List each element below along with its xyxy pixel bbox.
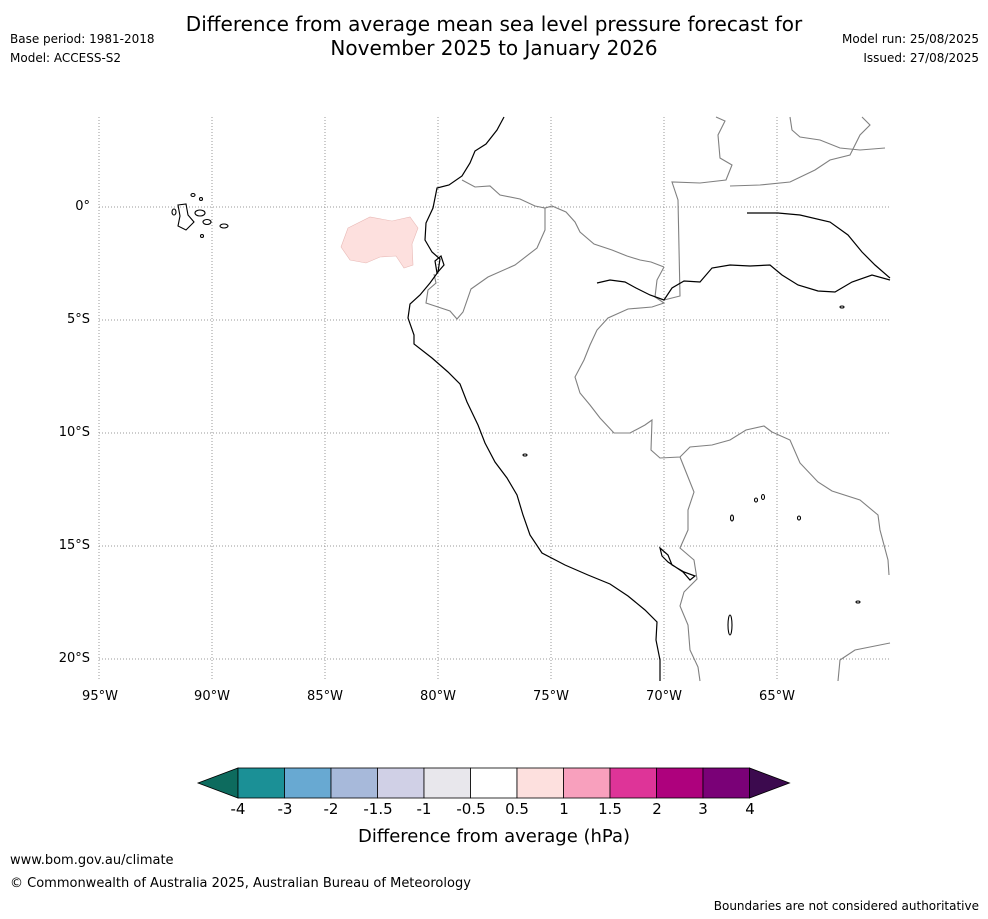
- lon-label-90w: 90°W: [194, 689, 230, 704]
- colorbar-tick: 4: [745, 800, 755, 818]
- colorbar-swatch: [563, 767, 611, 799]
- colorbar-swatch: [516, 767, 564, 799]
- colorbar-under-arrow: [196, 767, 239, 799]
- lat-label-5s: 5°S: [66, 312, 90, 327]
- colorbar-over-arrow: [749, 767, 791, 799]
- footer-disclaimer: Boundaries are not considered authoritat…: [713, 899, 979, 913]
- footer-url: www.bom.gov.au/climate: [10, 853, 174, 868]
- model-text: Model: ACCESS-S2: [10, 51, 122, 65]
- meta-left: Base period: 1981-2018 Model: ACCESS-S2: [10, 30, 155, 68]
- colorbar: [196, 767, 791, 799]
- model-run-text: Model run: 25/08/2025: [841, 32, 979, 46]
- lat-label-10s: 10°S: [58, 425, 90, 440]
- colorbar-swatch: [470, 767, 518, 799]
- colorbar-swatch: [656, 767, 704, 799]
- colorbar-swatch: [609, 767, 657, 799]
- colorbar-swatch: [377, 767, 425, 799]
- title-line-1: Difference from average mean sea level p…: [185, 12, 803, 36]
- galapagos-islands: [171, 192, 861, 636]
- title-line-2: November 2025 to January 2026: [330, 36, 658, 60]
- issued-text: Issued: 27/08/2025: [863, 51, 979, 65]
- colorbar-swatch: [702, 767, 750, 799]
- colorbar-tick: 3: [698, 800, 708, 818]
- colorbar-tick: -0.5: [456, 800, 486, 818]
- colorbar-swatch: [330, 767, 378, 799]
- colorbar-tick: 1.5: [598, 800, 622, 818]
- lon-label-70w: 70°W: [646, 689, 682, 704]
- footer-copyright: © Commonwealth of Australia 2025, Austra…: [10, 876, 471, 891]
- lat-label-20s: 20°S: [58, 651, 90, 666]
- map-title: Difference from average mean sea level p…: [0, 12, 988, 60]
- colorbar-swatch: [284, 767, 332, 799]
- lat-label-15s: 15°S: [58, 538, 90, 553]
- colorbar-title: Difference from average (hPa): [357, 826, 631, 847]
- colorbar-tick: -3: [277, 800, 293, 818]
- lat-label-0: 0°: [75, 199, 90, 214]
- coastlines: [407, 116, 891, 681]
- base-period-text: Base period: 1981-2018: [10, 32, 155, 46]
- colorbar-swatch: [423, 767, 471, 799]
- graticule: [98, 117, 890, 681]
- lon-label-75w: 75°W: [533, 689, 569, 704]
- colorbar-tick: -4: [230, 800, 246, 818]
- lon-label-65w: 65°W: [759, 689, 795, 704]
- colorbar-tick: 2: [652, 800, 662, 818]
- lon-label-85w: 85°W: [307, 689, 343, 704]
- pressure-anomaly-patch: [340, 216, 419, 269]
- meta-right: Model run: 25/08/2025 Issued: 27/08/2025: [842, 30, 979, 68]
- colorbar-tick: -2: [323, 800, 339, 818]
- colorbar-tick: 1: [559, 800, 569, 818]
- country-borders: [425, 116, 891, 682]
- colorbar-tick: -1: [416, 800, 432, 818]
- lon-label-95w: 95°W: [82, 689, 118, 704]
- colorbar-swatch: [237, 767, 285, 799]
- colorbar-tick: -1.5: [363, 800, 393, 818]
- colorbar-tick: 0.5: [505, 800, 529, 818]
- lon-label-80w: 80°W: [420, 689, 456, 704]
